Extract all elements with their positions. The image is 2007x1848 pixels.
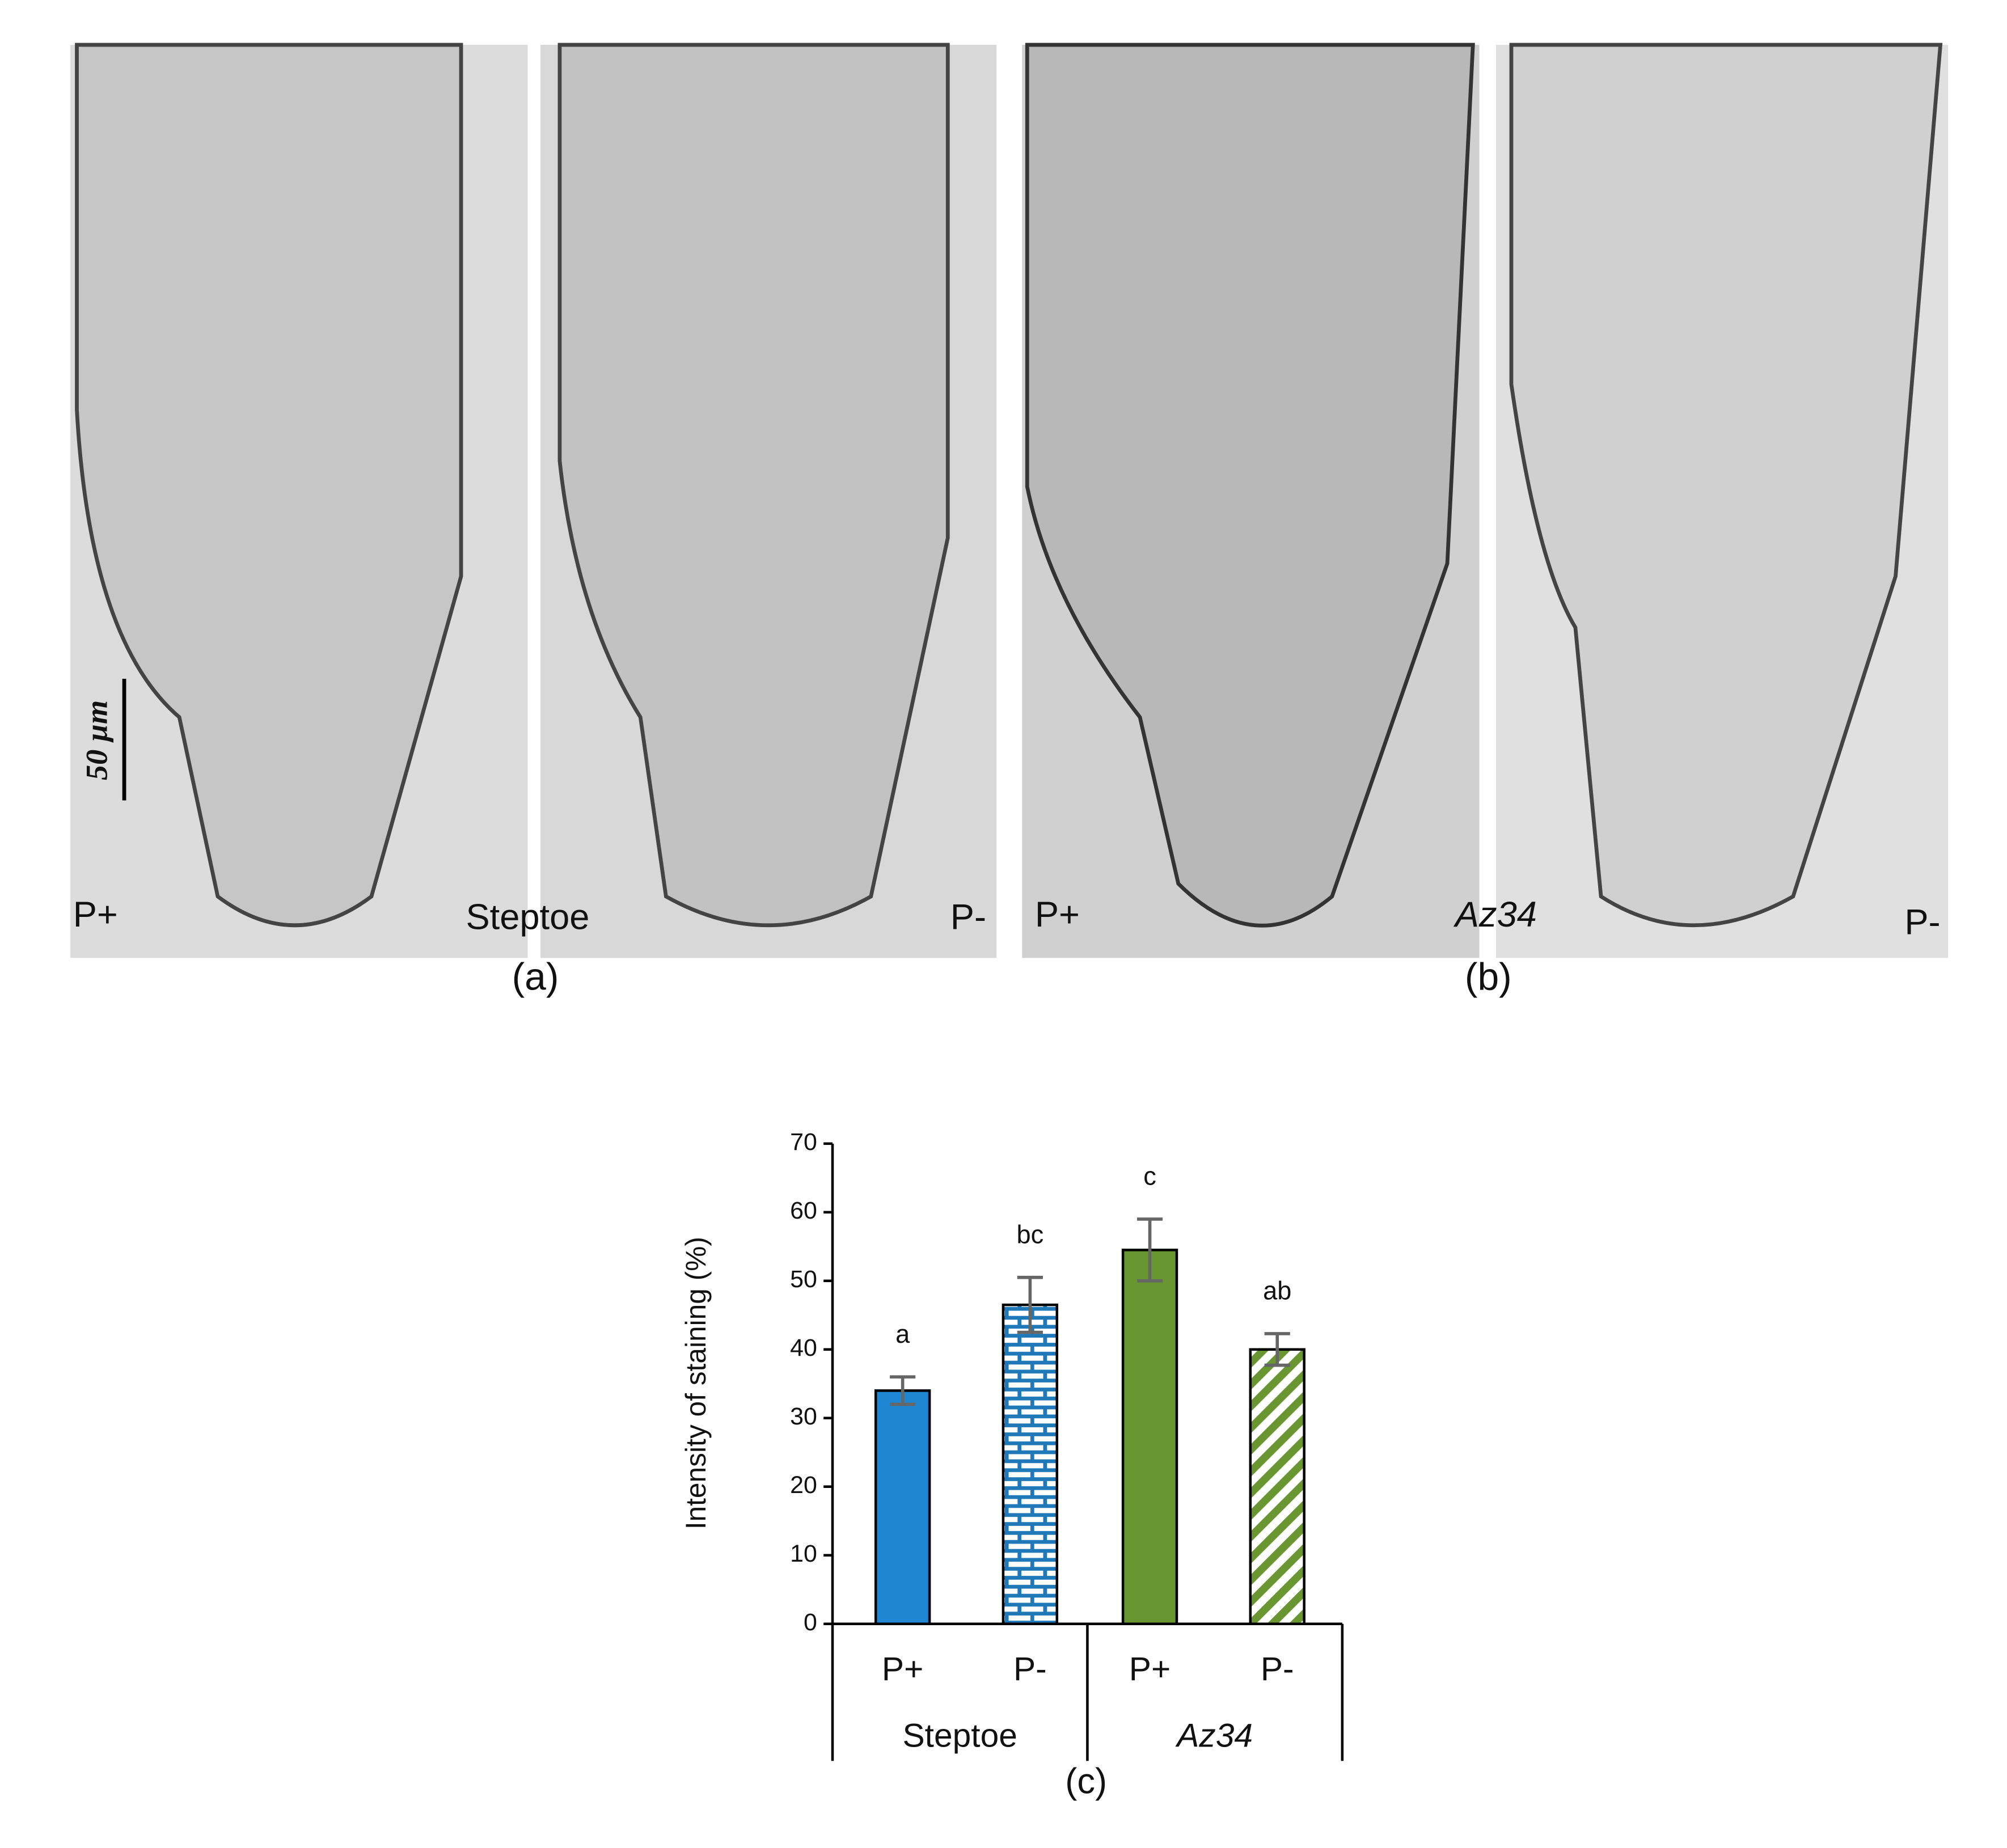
- annotation: c: [1143, 1162, 1156, 1191]
- y-tick-label: 0: [804, 1609, 817, 1636]
- x-tick-label: P-: [1261, 1651, 1294, 1688]
- x-tick-label: P+: [1129, 1651, 1171, 1688]
- micrographs: 50 µm P+ Steptoe P- P+ Az34 P- (a) (b): [70, 43, 1949, 999]
- panel-label: P-: [1904, 902, 1940, 942]
- root-shape: [75, 43, 463, 928]
- panel-label: Steptoe: [466, 897, 590, 937]
- y-axis-label: Intensity of staining (%): [680, 1237, 712, 1529]
- y-tick-label: 60: [790, 1197, 817, 1224]
- x-tick-label: P-: [1013, 1651, 1047, 1688]
- scale-label: 50 µm: [80, 700, 114, 780]
- panel-caption: (b): [1465, 956, 1512, 999]
- panel-label: P+: [1035, 895, 1080, 934]
- bar: [874, 1389, 931, 1626]
- error-bar: [1264, 1332, 1290, 1367]
- y-tick-label: 50: [790, 1266, 817, 1293]
- x-tick-label: P+: [882, 1651, 923, 1688]
- error-bar: [890, 1375, 916, 1406]
- error-bar: [1017, 1275, 1043, 1334]
- root-shape: [557, 43, 950, 928]
- group-label: Az34: [1175, 1717, 1253, 1754]
- y-tick-label: 70: [790, 1128, 817, 1156]
- y-tick-label: 40: [790, 1334, 817, 1361]
- annotation: bc: [1017, 1220, 1044, 1249]
- root-shape: [1025, 43, 1475, 928]
- error-bar: [1136, 1217, 1163, 1283]
- panel-label: Az34: [1453, 895, 1537, 934]
- panel-label: P+: [73, 895, 118, 934]
- bar: [1121, 1249, 1178, 1626]
- annotation: a: [895, 1320, 910, 1348]
- group-label: Steptoe: [903, 1717, 1017, 1754]
- annotation: ab: [1263, 1276, 1291, 1305]
- bar: [1002, 1303, 1059, 1626]
- y-tick-label: 20: [790, 1471, 817, 1499]
- y-tick-label: 10: [790, 1540, 817, 1567]
- root-shape: [1509, 43, 1943, 928]
- chart: Intensity of staining (%) (c) 0 10 20 30 40 5…: [680, 1128, 1344, 1802]
- chart-caption: (c): [1065, 1762, 1107, 1802]
- bar: [1249, 1348, 1305, 1626]
- y-tick-label: 30: [790, 1403, 817, 1430]
- panel-caption: (a): [512, 956, 559, 999]
- panel-label: P-: [950, 897, 986, 937]
